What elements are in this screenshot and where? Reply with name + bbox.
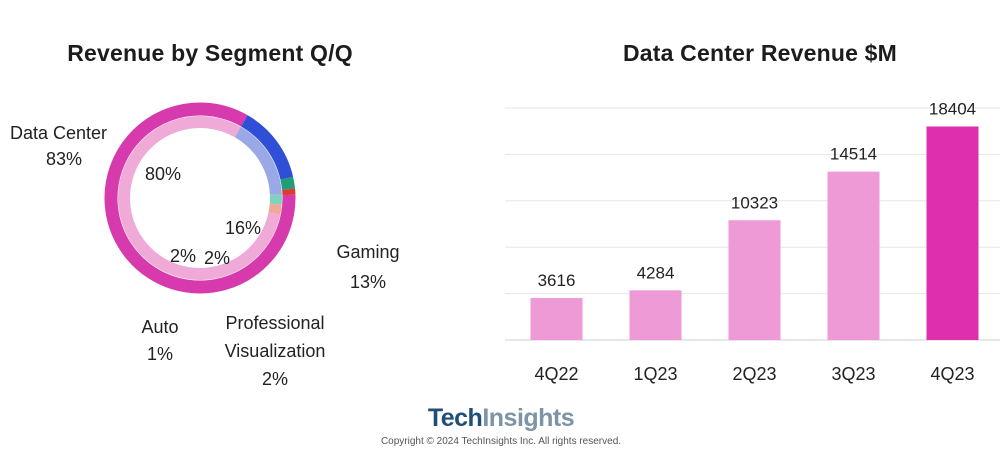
label-auto-value: 1% [146,344,173,364]
donut-inner-slice-gaming [234,126,282,196]
inner-label-auto: 2% [204,248,231,268]
donut-inner-slice-auto [268,203,282,215]
bar-tick-label-3q23: 3Q23 [831,364,875,384]
inner-label-gaming: 16% [225,218,262,238]
donut-inner-slice-data-center [118,116,281,280]
label-pro-viz-name: Professional [225,313,325,333]
bar-4q23 [926,126,979,340]
bar-3q23 [827,171,880,340]
donut-outer-slice-gaming [240,115,294,180]
bar-value-label-4q23: 18404 [929,100,976,119]
donut-outer-slice-professional-visualization [280,176,296,191]
label-auto-name: Auto [141,317,179,337]
bar-tick-label-4q22: 4Q22 [534,364,578,384]
bar-tick-label-4q23: 4Q23 [930,364,974,384]
label-pro-viz-value: 2% [261,369,288,389]
bar-value-label-4q22: 3616 [538,271,576,290]
donut-outer-slice-data-center [104,102,296,294]
label-data-center-name: Data Center [10,123,108,143]
copyright-text: Copyright © 2024 TechInsights Inc. All r… [380,436,622,447]
bar-4q22 [530,298,583,340]
logo-tech-text: Tech [427,404,483,432]
label-data-center-value: 83% [46,149,83,169]
inner-label-pro-viz: 2% [170,246,197,266]
bar-2q23 [728,220,781,340]
label-gaming-name: Gaming [336,242,400,262]
techinsights-logo: TechInsights [0,404,1002,433]
inner-label-data-center: 80% [145,164,182,184]
bar-chart-title: Data Center Revenue $M [622,40,898,66]
bar-value-label-3q23: 14514 [830,145,877,164]
label-gaming-value: 13% [349,272,387,292]
bar-value-label-2q23: 10323 [731,193,778,212]
bar-1q23 [629,290,682,340]
bar-tick-label-2q23: 2Q23 [732,364,776,384]
bar-value-label-1q23: 4284 [637,263,675,282]
logo-insights-text: Insights [482,404,575,432]
bar-tick-label-1q23: 1Q23 [633,364,677,384]
donut-chart-title: Revenue by Segment Q/Q [67,40,353,66]
label-pro-viz-name2: Visualization [224,341,326,361]
